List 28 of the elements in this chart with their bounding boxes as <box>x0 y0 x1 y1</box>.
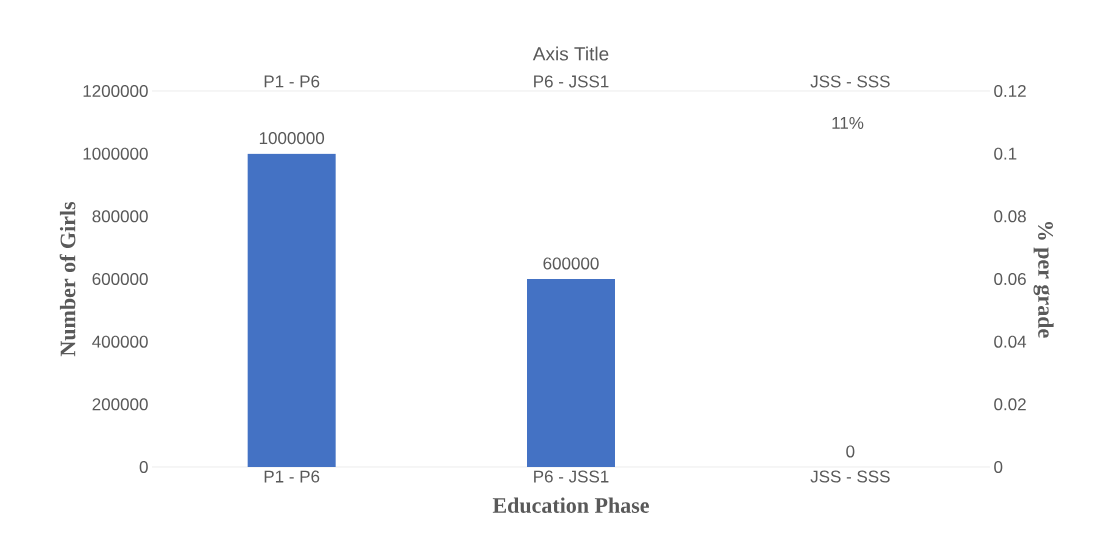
y2-tick-label: 0.06 <box>994 272 1026 286</box>
y2-tick-label: 0.08 <box>994 210 1026 223</box>
data-label: 0 <box>846 445 855 458</box>
y2-tick-label: 0.04 <box>994 335 1027 348</box>
y-tick-label: 0 <box>139 460 148 474</box>
category-label: P1 - P6 <box>264 75 320 88</box>
data-label: 1000000 <box>259 132 325 145</box>
y-tick-label: 800000 <box>92 210 148 223</box>
category-label: JSS - SSS <box>810 75 890 88</box>
category-label: P6 - JSS1 <box>534 75 609 88</box>
y-tick-label: 1200000 <box>83 84 148 98</box>
y-tick-label: 600000 <box>92 272 148 286</box>
x-tick-label: P1 - P6 <box>264 470 320 483</box>
y-tick-label: 200000 <box>92 398 148 411</box>
x-tick-label: P6 - JSS1 <box>534 470 609 483</box>
y2-tick-label: 0.12 <box>994 84 1026 98</box>
y-tick-label: 1000000 <box>83 147 148 160</box>
y-tick-label: 400000 <box>92 335 148 348</box>
y2-tick-label: 0.1 <box>994 147 1017 160</box>
y-axis-title: Number of Girls <box>59 201 76 357</box>
annotation: 11% <box>832 117 864 129</box>
x-tick-label: JSS - SSS <box>810 470 890 483</box>
y2-tick-label: 0.02 <box>994 398 1026 411</box>
data-label: 600000 <box>543 257 599 270</box>
x-axis-title: Education Phase <box>492 497 649 513</box>
x2-axis-title: Axis Title <box>532 46 609 61</box>
y2-axis-title: % per grade <box>1033 221 1054 338</box>
y2-tick-label: 0 <box>994 460 1003 474</box>
